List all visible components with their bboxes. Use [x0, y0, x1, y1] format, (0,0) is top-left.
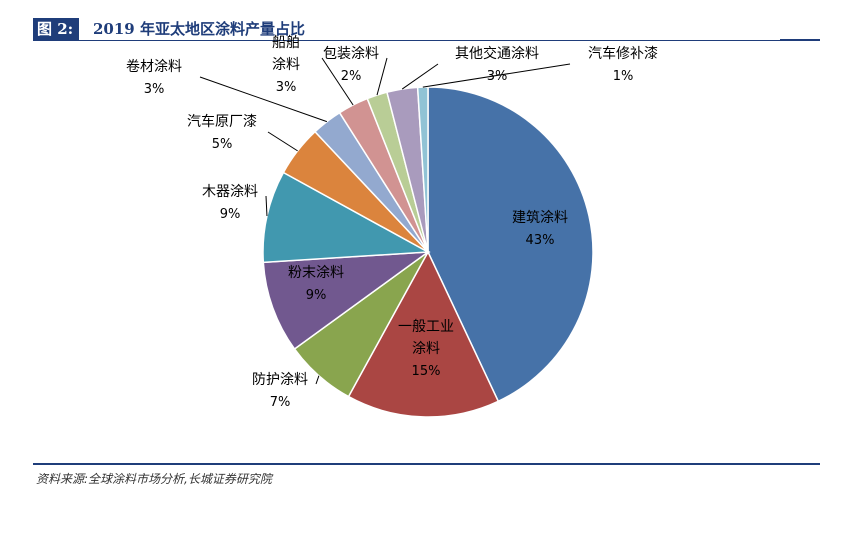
slice-value-label-4: 9% [220, 207, 241, 222]
leader-line-4 [265, 195, 268, 217]
source-note: 资料来源:全球涂料市场分析,长城证券研究院 [36, 472, 272, 486]
bottom-rule [33, 463, 820, 465]
leader-line-5 [267, 131, 298, 152]
slice-value-label-2: 7% [270, 395, 291, 410]
top-rule-accent [780, 39, 820, 41]
slice-value-label-9: 3% [487, 69, 508, 84]
slice-value-label-3: 9% [306, 288, 327, 303]
chart-title: 2019 年亚太地区涂料产量占比 [93, 20, 305, 38]
slice-name-label-2: 防护涂料 [252, 372, 308, 388]
slice-name-label-7: 船舶 [272, 35, 300, 51]
slice-name-label-6: 卷材涂料 [126, 59, 182, 75]
pie-slice-0 [427, 86, 594, 403]
slice-name-label-7: 涂料 [272, 57, 300, 73]
slice-name-label-1: 涂料 [412, 341, 440, 357]
leader-line-7 [321, 57, 354, 106]
leader-line-6 [199, 76, 328, 123]
pie-slice-4 [262, 171, 431, 264]
leader-lines [199, 57, 571, 385]
slice-name-label-9: 其他交通涂料 [455, 45, 539, 62]
slice-value-label-8: 2% [341, 69, 362, 84]
slice-name-label-10: 汽车修补漆 [588, 45, 658, 62]
slice-value-label-6: 3% [144, 82, 165, 97]
chart-header: 图 2: 2019 年亚太地区涂料产量占比 [33, 14, 820, 41]
pie-slices [262, 86, 594, 418]
slice-name-label-5: 汽车原厂漆 [187, 113, 257, 130]
slice-labels: 建筑涂料43%一般工业涂料15%防护涂料7%粉末涂料9%木器涂料9%汽车原厂漆5… [126, 35, 658, 410]
leader-line-8 [376, 57, 388, 96]
leader-line-9 [401, 63, 439, 90]
leader-line-2 [315, 375, 320, 385]
slice-value-label-7: 3% [276, 80, 297, 95]
slice-name-label-0: 建筑涂料 [512, 210, 568, 226]
slice-value-label-0: 43% [526, 233, 555, 248]
slice-name-label-8: 包装涂料 [323, 46, 379, 62]
slice-name-label-3: 粉末涂料 [288, 265, 344, 281]
pie-slice-1 [347, 250, 500, 418]
slice-value-label-10: 1% [613, 69, 634, 84]
slice-value-label-1: 15% [412, 364, 441, 379]
pie-slice-3 [262, 251, 431, 351]
slice-name-label-1: 一般工业 [398, 319, 454, 335]
slice-value-label-5: 5% [212, 137, 233, 152]
top-rule [33, 40, 820, 41]
leader-line-10 [422, 63, 571, 88]
slice-name-label-4: 木器涂料 [202, 184, 258, 200]
figure-tag: 图 2: [33, 18, 80, 40]
